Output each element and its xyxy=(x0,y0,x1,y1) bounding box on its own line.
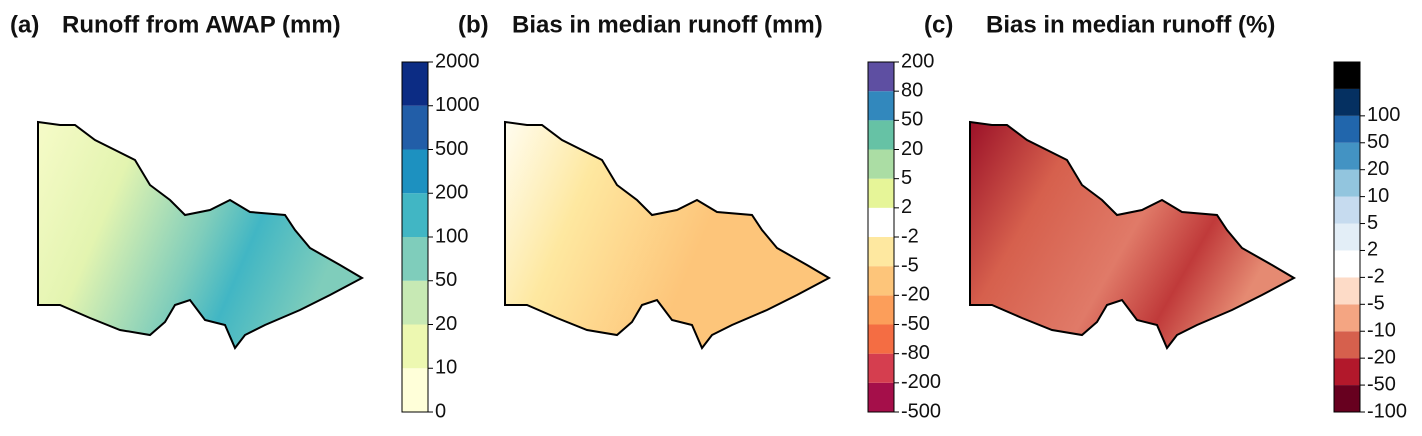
colorbar-bin xyxy=(1334,196,1360,224)
colorbar-label: -100 xyxy=(1367,400,1407,422)
colorbar-bin xyxy=(1334,62,1360,89)
colorbar-label: -80 xyxy=(901,342,930,364)
colorbar-label: -2 xyxy=(901,225,919,247)
colorbar-bin xyxy=(1334,385,1360,412)
colorbar-label: 10 xyxy=(435,357,457,379)
colorbar-bin xyxy=(868,91,894,121)
colorbar-bin xyxy=(402,237,428,281)
colorbar-label: -20 xyxy=(901,284,930,306)
panel-title: Bias in median runoff (%) xyxy=(986,11,1275,38)
colorbar-bin xyxy=(1334,142,1360,170)
colorbar-bin xyxy=(1334,88,1360,116)
colorbar-bin xyxy=(868,324,894,354)
colorbar-label: 1000 xyxy=(435,94,480,116)
colorbar-bin xyxy=(402,62,428,106)
colorbar-label: 2 xyxy=(1367,239,1378,261)
colorbar-label: -50 xyxy=(901,313,930,335)
colorbar-bin xyxy=(868,353,894,383)
colorbar-label: 2000 xyxy=(435,50,480,72)
colorbar-label: 20 xyxy=(1367,158,1389,180)
colorbar-label: 50 xyxy=(435,269,457,291)
panel-label: (b) xyxy=(458,11,489,38)
panel-title: Bias in median runoff (mm) xyxy=(512,11,823,38)
colorbar-bin xyxy=(402,149,428,194)
colorbar-label: 100 xyxy=(1367,104,1400,126)
colorbar-bin xyxy=(868,62,894,92)
colorbar-bin xyxy=(402,368,428,412)
colorbar-bin xyxy=(868,266,894,296)
map-c xyxy=(969,121,1295,349)
colorbar-bin xyxy=(1334,223,1360,251)
colorbar-label: -10 xyxy=(1367,320,1396,342)
colorbar-bin xyxy=(868,120,894,150)
colorbar-label: 0 xyxy=(435,400,446,422)
colorbar-bin xyxy=(868,207,894,237)
colorbar-label: 500 xyxy=(435,138,468,160)
panel-label: (a) xyxy=(10,11,39,38)
colorbar-bin xyxy=(1334,115,1360,143)
map-a xyxy=(37,121,363,349)
panel-label: (c) xyxy=(924,11,953,38)
colorbar-label: -5 xyxy=(1367,293,1385,315)
colorbar-label: -50 xyxy=(1367,373,1396,395)
colorbar-bin xyxy=(1334,304,1360,332)
colorbar-bin xyxy=(402,105,428,150)
colorbar-label: 20 xyxy=(435,313,457,335)
colorbar-label: 200 xyxy=(435,182,468,204)
colorbar-bin xyxy=(868,178,894,208)
colorbar-bin xyxy=(1334,277,1360,305)
colorbar-label: -500 xyxy=(901,400,941,422)
colorbar-bin xyxy=(402,193,428,237)
colorbar-bin xyxy=(1334,250,1360,278)
colorbar-label: -5 xyxy=(901,254,919,276)
panel-title: Runoff from AWAP (mm) xyxy=(62,11,341,38)
colorbar-bin xyxy=(1334,169,1360,197)
colorbar-label: 5 xyxy=(1367,212,1378,234)
colorbar-label: 200 xyxy=(901,50,934,72)
colorbar-label: -2 xyxy=(1367,266,1385,288)
colorbar-bin xyxy=(868,149,894,179)
colorbar-bin xyxy=(868,237,894,267)
colorbar-label: -200 xyxy=(901,371,941,393)
colorbar-label: 50 xyxy=(901,109,923,131)
colorbar-label: -20 xyxy=(1367,346,1396,368)
colorbar-label: 80 xyxy=(901,79,923,101)
colorbar-bin xyxy=(402,280,428,325)
colorbar-bin xyxy=(868,382,894,412)
colorbar-label: 2 xyxy=(901,196,912,218)
colorbar-frame xyxy=(1333,61,1361,413)
colorbar-label: 20 xyxy=(901,138,923,160)
colorbar-bin xyxy=(868,295,894,325)
colorbar-bin xyxy=(1334,331,1360,359)
colorbar-label: 100 xyxy=(435,225,468,247)
colorbar-label: 50 xyxy=(1367,131,1389,153)
map-b xyxy=(504,121,830,349)
colorbar-label: 10 xyxy=(1367,185,1389,207)
colorbar-bin xyxy=(1334,358,1360,386)
colorbar-bin xyxy=(402,324,428,369)
colorbar-label: 5 xyxy=(901,167,912,189)
